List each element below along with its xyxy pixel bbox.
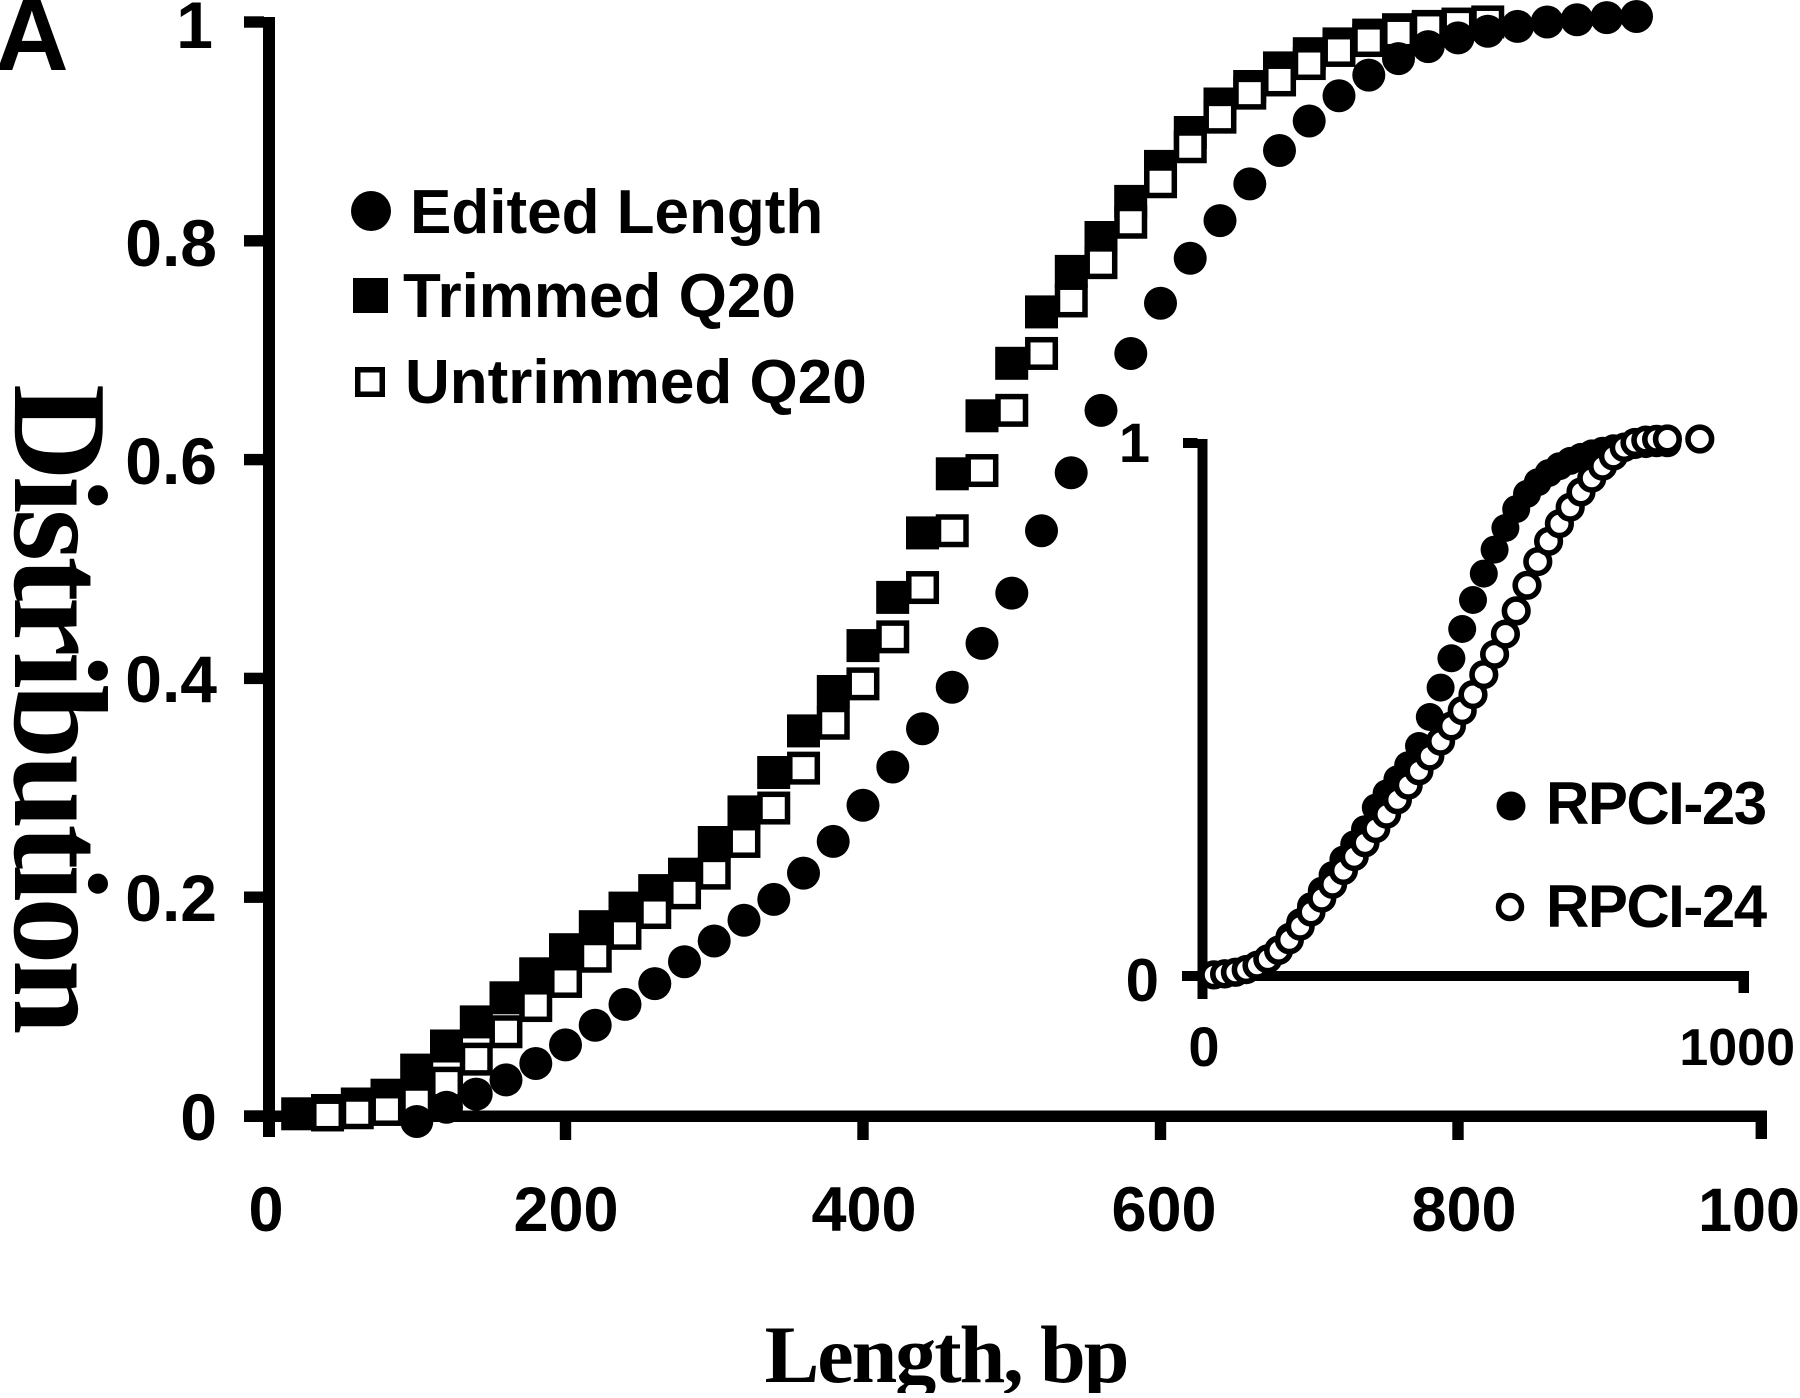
svg-text:A: A <box>0 0 69 92</box>
svg-text:400: 400 <box>811 1175 916 1245</box>
svg-text:RPCI-24: RPCI-24 <box>1546 873 1768 940</box>
svg-text:1: 1 <box>1119 411 1150 474</box>
svg-text:Trimmed Q20: Trimmed Q20 <box>403 262 796 331</box>
svg-text:600: 600 <box>1111 1175 1216 1245</box>
svg-text:Distribution: Distribution <box>0 384 134 1033</box>
svg-text:0.4: 0.4 <box>125 642 217 716</box>
svg-text:1: 1 <box>176 0 213 62</box>
svg-text:0: 0 <box>248 1175 283 1245</box>
svg-text:Edited Length: Edited Length <box>410 178 823 247</box>
svg-text:Length, bp: Length, bp <box>765 1309 1128 1393</box>
svg-text:200: 200 <box>513 1175 618 1245</box>
svg-text:800: 800 <box>1411 1175 1516 1245</box>
svg-text:0: 0 <box>1188 1015 1219 1078</box>
svg-text:0.8: 0.8 <box>125 206 217 280</box>
svg-text:RPCI-23: RPCI-23 <box>1546 770 1766 837</box>
svg-text:0.2: 0.2 <box>125 861 217 935</box>
svg-text:0: 0 <box>1126 947 1159 1014</box>
svg-text:100: 100 <box>1698 1176 1800 1244</box>
svg-text:1000: 1000 <box>1679 1019 1795 1077</box>
svg-text:0: 0 <box>180 1080 217 1154</box>
svg-text:Untrimmed Q20: Untrimmed Q20 <box>405 348 867 417</box>
svg-text:0.6: 0.6 <box>125 424 217 498</box>
